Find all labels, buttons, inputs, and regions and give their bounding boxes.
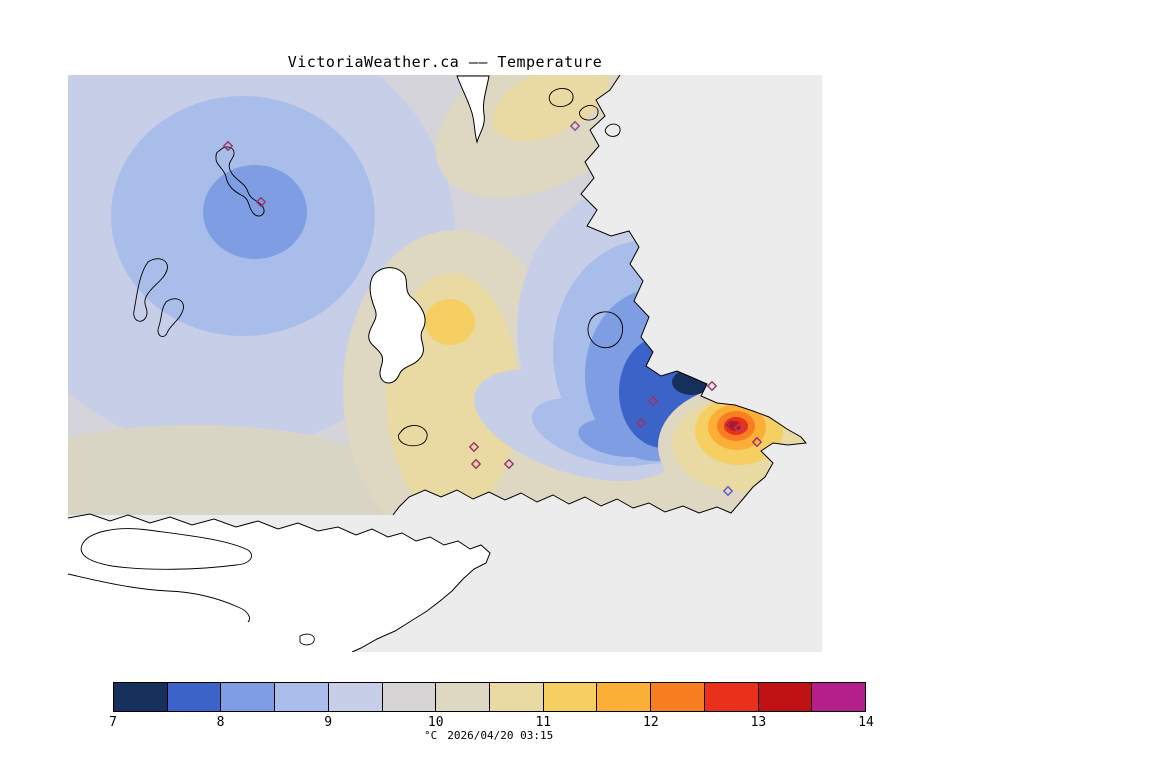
station-marker (725, 419, 737, 431)
north-island-outline-3 (604, 123, 621, 137)
colorbar-segment (167, 683, 222, 711)
colorbar-tick-label: 12 (643, 715, 659, 730)
colorbar-segment (328, 683, 383, 711)
colorbar-segment (812, 683, 866, 711)
station-marker (569, 120, 581, 132)
colorbar-segment (114, 683, 168, 711)
colorbar-caption: °C 2026/04/20 03:15 (424, 729, 553, 742)
units-label: °C (424, 729, 438, 742)
west-islands-outline-2 (157, 298, 184, 337)
timestamp-label: 2026/04/20 03:15 (447, 729, 554, 742)
colorbar (113, 682, 866, 712)
central-lake-outline (368, 267, 426, 384)
colorbar-tick-label: 14 (858, 715, 874, 730)
station-marker (706, 380, 718, 392)
north-island-outline-2 (579, 105, 599, 121)
south-islet-outline (299, 633, 315, 646)
harbour-outline (397, 425, 428, 447)
south-coastline (68, 513, 491, 652)
south-landmass (68, 514, 490, 652)
inlet-arm-outline (215, 146, 265, 217)
temperature-map-canvas (68, 75, 822, 652)
colorbar-segment (651, 683, 705, 711)
station-marker (722, 485, 734, 497)
south-coast-detail (68, 573, 250, 623)
west-islands-outline (133, 258, 168, 322)
colorbar-segment (275, 683, 329, 711)
station-marker (647, 395, 659, 407)
station-marker (222, 140, 234, 152)
colorbar-segment (436, 683, 491, 711)
colorbar-segment (490, 683, 544, 711)
station-marker (503, 458, 515, 470)
station-marker (751, 436, 763, 448)
page-title: VictoriaWeather.ca —— Temperature (287, 53, 603, 71)
colorbar-tick-label: 8 (216, 715, 225, 730)
north-island-outline-1 (548, 88, 574, 107)
elk-lake-outline (587, 311, 624, 349)
coastline-east (392, 75, 807, 516)
station-markers (222, 120, 763, 497)
station-marker (733, 422, 745, 434)
colorbar-tick-label: 10 (427, 715, 444, 730)
colorbar-segment (704, 683, 759, 711)
colorbar-tick-labels: 7 8 9 10 11 12 13 14 (109, 715, 874, 731)
colorbar-segment (758, 683, 813, 711)
station-marker (255, 196, 267, 208)
south-lake-outline (80, 528, 252, 570)
station-marker (470, 458, 482, 470)
colorbar-tick-label: 9 (324, 715, 333, 730)
colorbar-tick-label: 13 (750, 715, 767, 730)
colorbar-segment (221, 683, 276, 711)
colorbar-segment (543, 683, 598, 711)
station-marker (635, 417, 647, 429)
colorbar-tick-label: 7 (109, 715, 117, 730)
colorbar-segment (382, 683, 437, 711)
station-marker (468, 441, 480, 453)
saanich-inlet-channel (456, 75, 490, 144)
map-region (68, 75, 822, 652)
colorbar-tick-label: 11 (535, 715, 552, 730)
colorbar-segment (597, 683, 652, 711)
